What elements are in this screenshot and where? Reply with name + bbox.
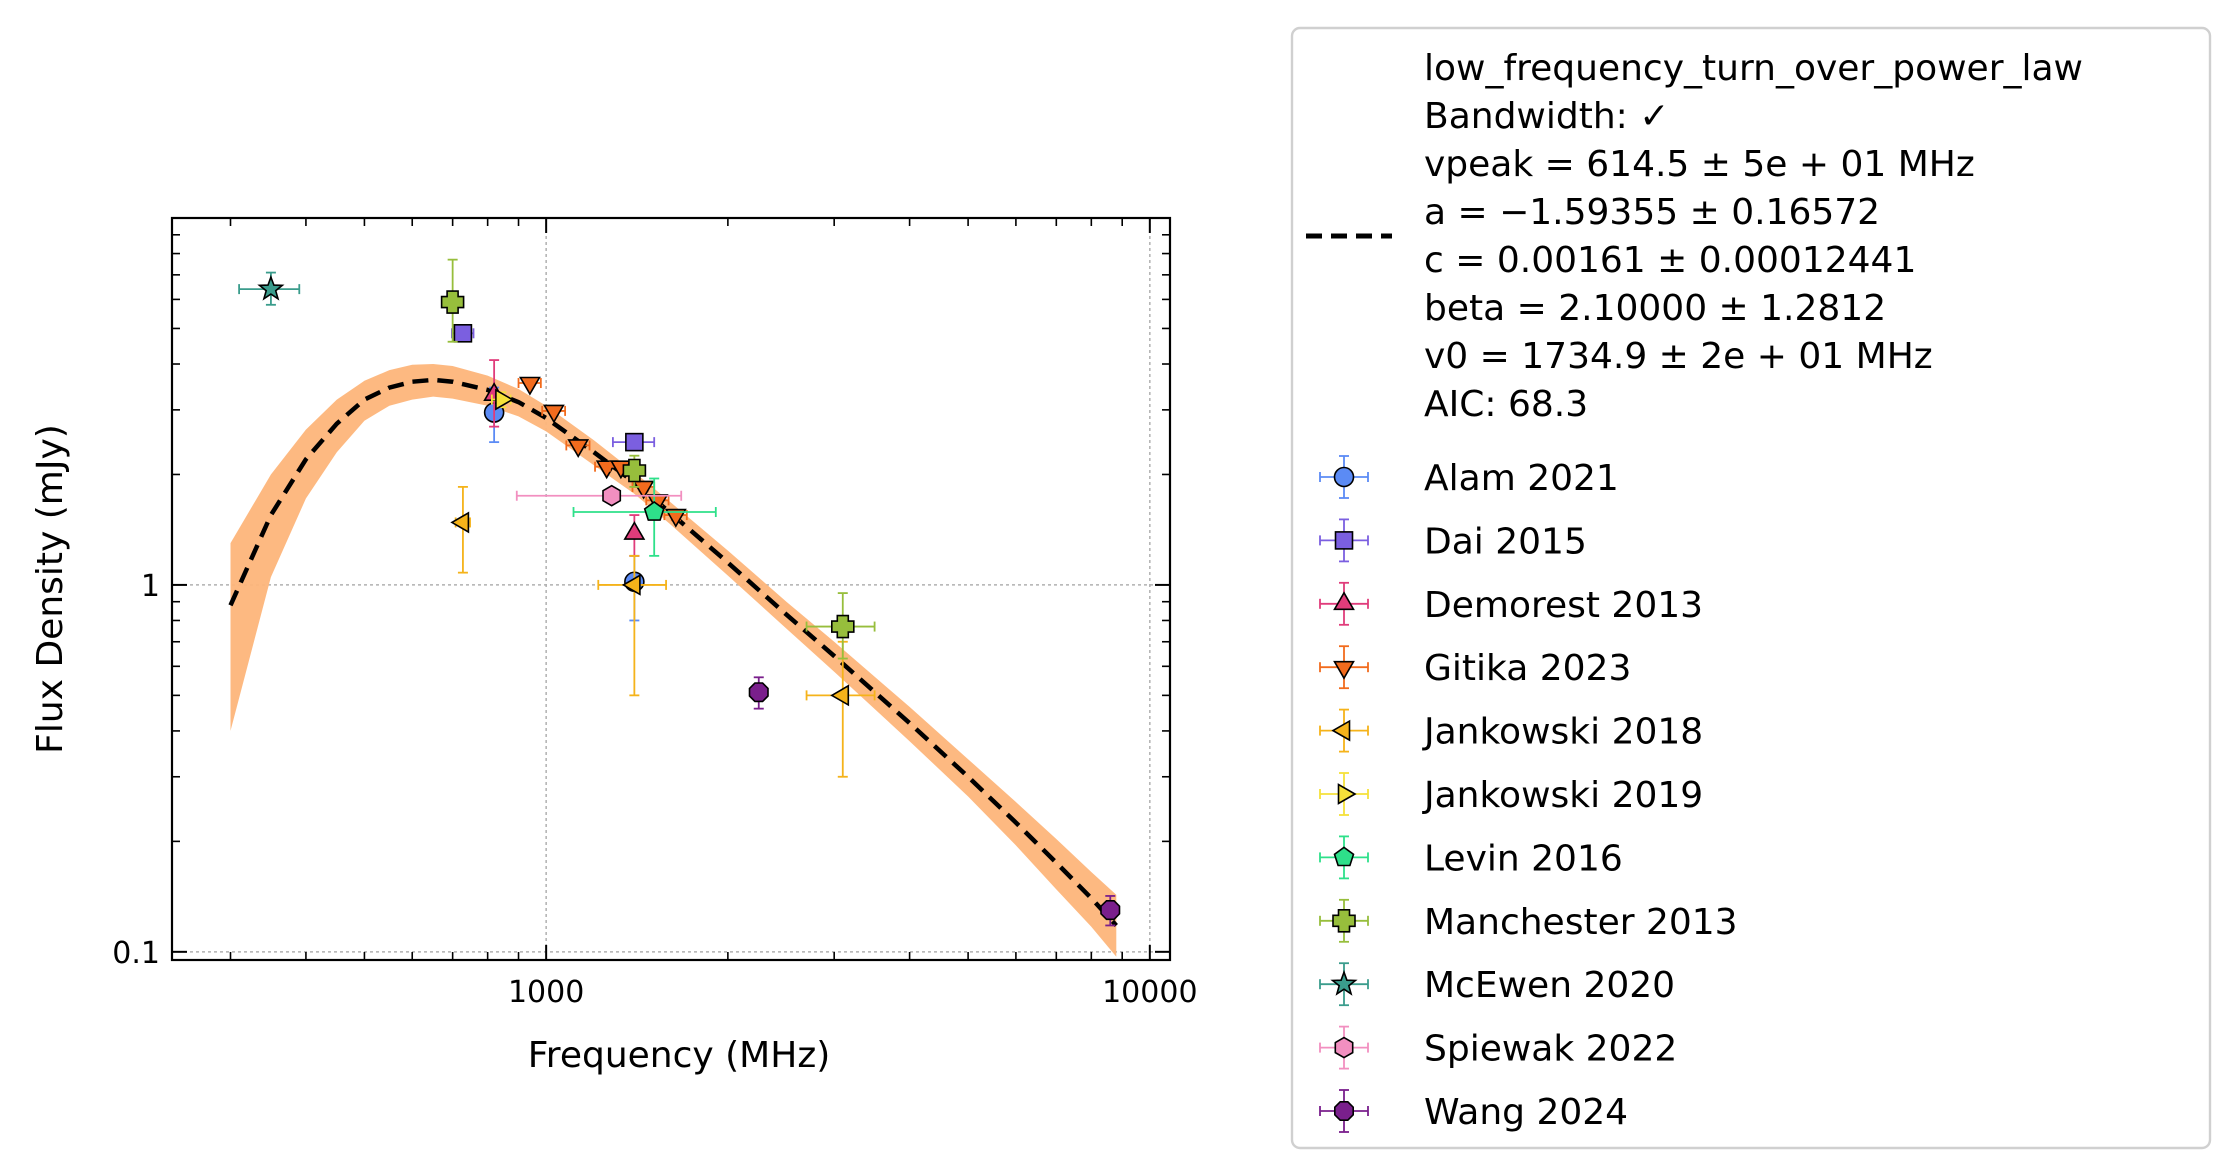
legend-box — [1290, 26, 2212, 1150]
fit-uncertainty-band — [230, 364, 1117, 957]
legend-marker — [1333, 660, 1355, 680]
data-point — [830, 684, 850, 707]
data-point — [567, 439, 590, 459]
y-tick-label: 0.1 — [112, 936, 160, 971]
data-point — [621, 574, 641, 596]
legend-fit-line: AIC: 68.3 — [1424, 384, 1588, 425]
legend-label: Jankowski 2019 — [1422, 775, 1703, 816]
data-point — [595, 460, 618, 480]
legend-marker — [1337, 783, 1357, 805]
data-point — [830, 614, 855, 639]
axes-frame — [170, 216, 1172, 962]
legend-label: Alam 2021 — [1424, 458, 1619, 499]
x-tick-label: 1000 — [508, 975, 584, 1010]
series-manchester-2013 — [440, 258, 876, 660]
legend-item: McEwen 2020 — [1319, 962, 1675, 1006]
legend-item: Manchester 2013 — [1319, 898, 1738, 943]
legend-marker — [1333, 591, 1355, 611]
legend-label: Demorest 2013 — [1424, 585, 1703, 626]
data-point — [622, 458, 647, 483]
fit-curve — [228, 377, 1118, 928]
data-point — [643, 501, 665, 521]
legend-fit-line: beta = 2.10000 ± 1.2812 — [1424, 288, 1886, 329]
legend-fit-line: low_frequency_turn_over_power_law — [1424, 48, 2083, 89]
legend-marker — [1333, 846, 1355, 867]
data-point — [632, 480, 655, 500]
data-point — [625, 432, 644, 452]
legend-label: Jankowski 2018 — [1422, 712, 1703, 753]
series-dai-2015 — [450, 324, 656, 452]
legend-label: Levin 2016 — [1424, 838, 1623, 879]
data-point — [495, 388, 514, 411]
series-jankowski-2018 — [450, 485, 876, 778]
legend-fit-line: a = −1.59355 ± 0.16572 — [1424, 192, 1880, 233]
series-mcewen-2020 — [238, 271, 301, 306]
data-point — [453, 324, 473, 343]
series-spiewak-2022 — [515, 484, 683, 507]
legend-item: Dai 2015 — [1319, 518, 1587, 562]
data-point — [1100, 899, 1121, 921]
legend-item: Wang 2024 — [1319, 1089, 1628, 1133]
x-axis-label: Frequency (MHz) — [528, 1035, 831, 1076]
legend-marker — [1331, 719, 1351, 742]
legend-item: Alam 2021 — [1319, 455, 1619, 499]
data-point — [519, 376, 541, 396]
data-point — [602, 484, 622, 507]
legend-item: Gitika 2023 — [1319, 645, 1631, 689]
legend-fit-line: v0 = 1734.9 ± 2e + 01 MHz — [1424, 336, 1933, 377]
legend-marker — [1333, 466, 1355, 488]
series-gitika-2023 — [517, 376, 688, 528]
series-wang-2024 — [748, 676, 1121, 927]
data-point — [257, 274, 285, 301]
series-levin-2016 — [572, 477, 717, 557]
data-point — [440, 290, 465, 314]
data-point — [748, 682, 769, 703]
data-point — [664, 508, 687, 528]
legend-label: Spiewak 2022 — [1424, 1029, 1677, 1070]
legend-label: Gitika 2023 — [1424, 648, 1631, 689]
legend-label: Manchester 2013 — [1424, 902, 1738, 943]
legend-marker — [1334, 1036, 1354, 1059]
data-point — [450, 511, 470, 534]
data-point — [543, 404, 565, 424]
legend-label: Dai 2015 — [1424, 521, 1587, 562]
legend-label: McEwen 2020 — [1424, 965, 1675, 1006]
legend-item: Demorest 2013 — [1319, 581, 1703, 626]
data-point — [623, 521, 646, 540]
legend-item: Jankowski 2019 — [1319, 772, 1703, 816]
legend-item: Jankowski 2018 — [1319, 708, 1703, 753]
legend-marker — [1334, 1101, 1354, 1121]
x-tick-label: 10000 — [1102, 975, 1197, 1010]
legend-fit-line: Bandwidth: ✓ — [1424, 96, 1669, 137]
legend-label: Wang 2024 — [1424, 1092, 1628, 1133]
series-jankowski-2019 — [490, 388, 514, 411]
legend-marker — [1332, 908, 1356, 933]
legend-item: Levin 2016 — [1319, 835, 1623, 879]
y-axis-label: Flux Density (mJy) — [30, 424, 71, 754]
legend-fit-line: c = 0.00161 ± 0.00012441 — [1424, 240, 1916, 281]
legend-fit-line: vpeak = 614.5 ± 5e + 01 MHz — [1424, 144, 1975, 185]
plot-area: 1000 10000 0.1 1 Frequency (MHz) Flux Density… — [30, 216, 1198, 1076]
legend: low_frequency_turn_over_power_law Bandwid… — [1290, 26, 2212, 1150]
legend-marker — [1334, 531, 1354, 550]
legend-marker — [1330, 969, 1358, 996]
legend-item: Spiewak 2022 — [1319, 1025, 1677, 1070]
y-tick-label: 1 — [141, 569, 160, 604]
